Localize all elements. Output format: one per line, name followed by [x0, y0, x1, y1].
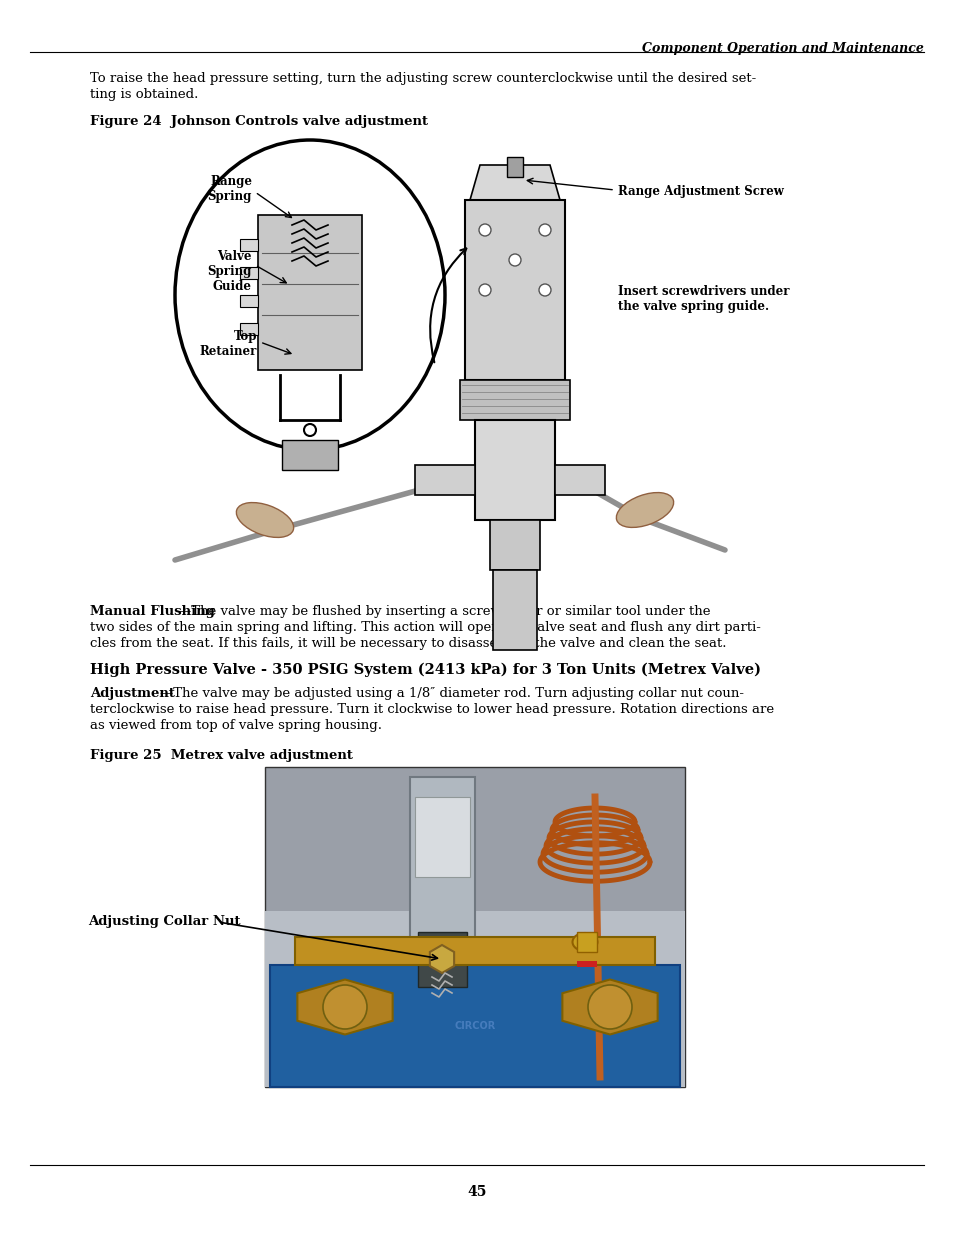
Bar [464, 200, 564, 380]
Text: Adjusting Collar Nut: Adjusting Collar Nut [88, 915, 240, 929]
Bar [240, 324, 257, 335]
Bar [577, 961, 597, 967]
Text: Range
Spring: Range Spring [208, 175, 252, 203]
Bar [282, 440, 337, 471]
Circle shape [509, 254, 520, 266]
Text: Figure 25  Metrex valve adjustment: Figure 25 Metrex valve adjustment [90, 748, 353, 762]
Bar [577, 932, 597, 952]
Ellipse shape [616, 493, 673, 527]
Bar [265, 911, 684, 1087]
Text: —The valve may be flushed by inserting a screwdriver or similar tool under the: —The valve may be flushed by inserting a… [178, 605, 710, 618]
Ellipse shape [236, 503, 294, 537]
Circle shape [538, 224, 551, 236]
Bar [257, 215, 361, 370]
Circle shape [587, 986, 631, 1029]
Ellipse shape [572, 932, 597, 951]
Bar [475, 420, 555, 520]
Text: —The valve may be adjusted using a 1/8″ diameter rod. Turn adjusting collar nut : —The valve may be adjusted using a 1/8″ … [160, 687, 743, 700]
Bar [506, 157, 522, 177]
Bar [417, 932, 467, 987]
Circle shape [478, 224, 491, 236]
Text: Adjustment: Adjustment [90, 687, 174, 700]
Bar [240, 267, 257, 279]
Circle shape [538, 284, 551, 296]
Bar [490, 520, 539, 571]
Text: Manual Flushing: Manual Flushing [90, 605, 214, 618]
Bar [415, 797, 470, 877]
Polygon shape [297, 979, 393, 1035]
Text: ting is obtained.: ting is obtained. [90, 88, 198, 101]
Text: Figure 24  Johnson Controls valve adjustment: Figure 24 Johnson Controls valve adjustm… [90, 115, 428, 128]
Text: cles from the seat. If this fails, it will be necessary to disassemble the valve: cles from the seat. If this fails, it wi… [90, 637, 726, 650]
Polygon shape [430, 945, 454, 973]
Text: Top
Retainer: Top Retainer [199, 330, 256, 358]
Text: High Pressure Valve - 350 PSIG System (2413 kPa) for 3 Ton Units (Metrex Valve): High Pressure Valve - 350 PSIG System (2… [90, 663, 760, 677]
Text: Insert screwdrivers under
the valve spring guide.: Insert screwdrivers under the valve spri… [618, 285, 789, 312]
Polygon shape [561, 979, 657, 1035]
Polygon shape [470, 165, 559, 200]
Text: two sides of the main spring and lifting. This action will open the valve seat a: two sides of the main spring and lifting… [90, 621, 760, 634]
Bar [459, 380, 569, 420]
Bar [415, 466, 475, 495]
Bar [294, 937, 655, 965]
Bar [270, 965, 679, 1087]
Text: Valve
Spring
Guide: Valve Spring Guide [208, 249, 252, 293]
Bar [240, 240, 257, 251]
Text: terclockwise to raise head pressure. Turn it clockwise to lower head pressure. R: terclockwise to raise head pressure. Tur… [90, 703, 773, 716]
Circle shape [478, 284, 491, 296]
Bar [154, 140, 744, 580]
Bar [493, 571, 537, 650]
Bar [410, 777, 475, 1067]
Bar [240, 295, 257, 308]
Bar [265, 767, 684, 1087]
Text: 45: 45 [467, 1186, 486, 1199]
Text: Component Operation and Maintenance: Component Operation and Maintenance [641, 42, 923, 56]
Circle shape [323, 986, 367, 1029]
Bar [555, 466, 604, 495]
Circle shape [304, 424, 315, 436]
Text: Range Adjustment Screw: Range Adjustment Screw [618, 185, 783, 198]
Text: as viewed from top of valve spring housing.: as viewed from top of valve spring housi… [90, 719, 381, 732]
Text: To raise the head pressure setting, turn the adjusting screw counterclockwise un: To raise the head pressure setting, turn… [90, 72, 756, 85]
Text: CIRCOR: CIRCOR [454, 1021, 496, 1031]
